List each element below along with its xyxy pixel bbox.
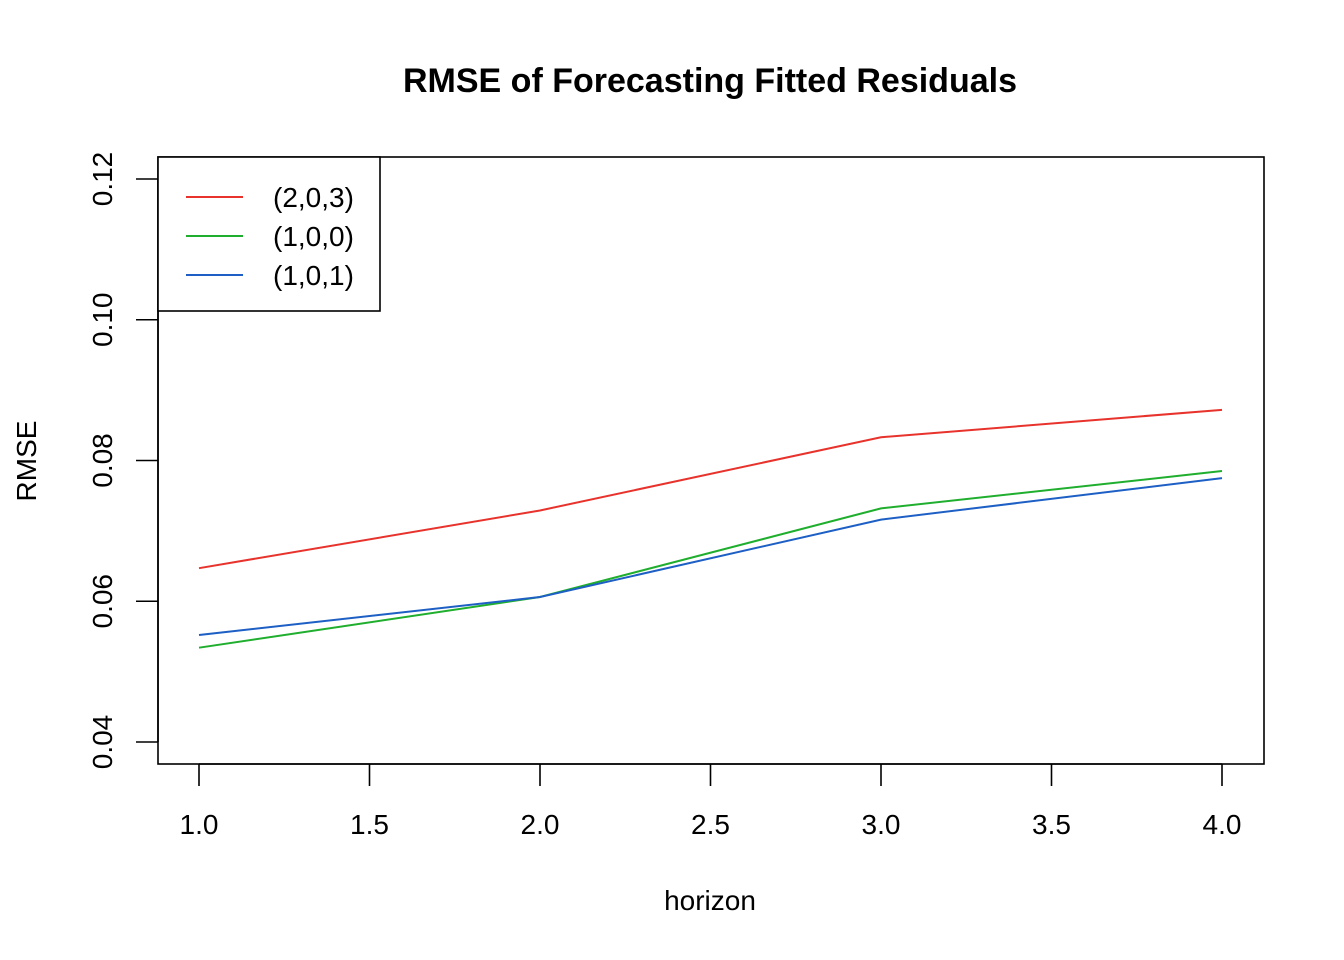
x-tick-label: 1.5 [350, 809, 389, 840]
legend-label-0: (2,0,3) [273, 182, 354, 213]
y-axis-label: RMSE [11, 421, 42, 502]
series-lines [198, 408, 1223, 649]
series-line-1 [198, 470, 1223, 649]
legend-label-2: (1,0,1) [273, 260, 354, 291]
x-tick-label: 2.5 [691, 809, 730, 840]
legend-label-1: (1,0,0) [273, 221, 354, 252]
chart-title: RMSE of Forecasting Fitted Residuals [403, 62, 1017, 100]
x-axis-label: horizon [664, 885, 756, 916]
x-tick-label: 4.0 [1203, 809, 1242, 840]
x-tick-label: 1.0 [180, 809, 219, 840]
y-tick-label: 0.12 [87, 152, 118, 207]
x-tick-label: 2.0 [521, 809, 560, 840]
y-axis: 0.04 0.06 0.08 0.10 0.12 [87, 152, 159, 770]
series-line-0 [198, 408, 1223, 570]
x-tick-label: 3.5 [1032, 809, 1071, 840]
y-tick-label: 0.04 [87, 715, 118, 770]
x-axis: 1.0 1.5 2.0 2.5 3.0 3.5 4.0 [180, 763, 1242, 840]
legend-box [157, 156, 381, 312]
y-tick-label: 0.06 [87, 574, 118, 629]
y-tick-label: 0.08 [87, 433, 118, 488]
legend: (2,0,3) (1,0,0) (1,0,1) [157, 156, 381, 312]
x-tick-label: 3.0 [862, 809, 901, 840]
series-line-2 [198, 477, 1223, 637]
y-tick-label: 0.10 [87, 293, 118, 348]
